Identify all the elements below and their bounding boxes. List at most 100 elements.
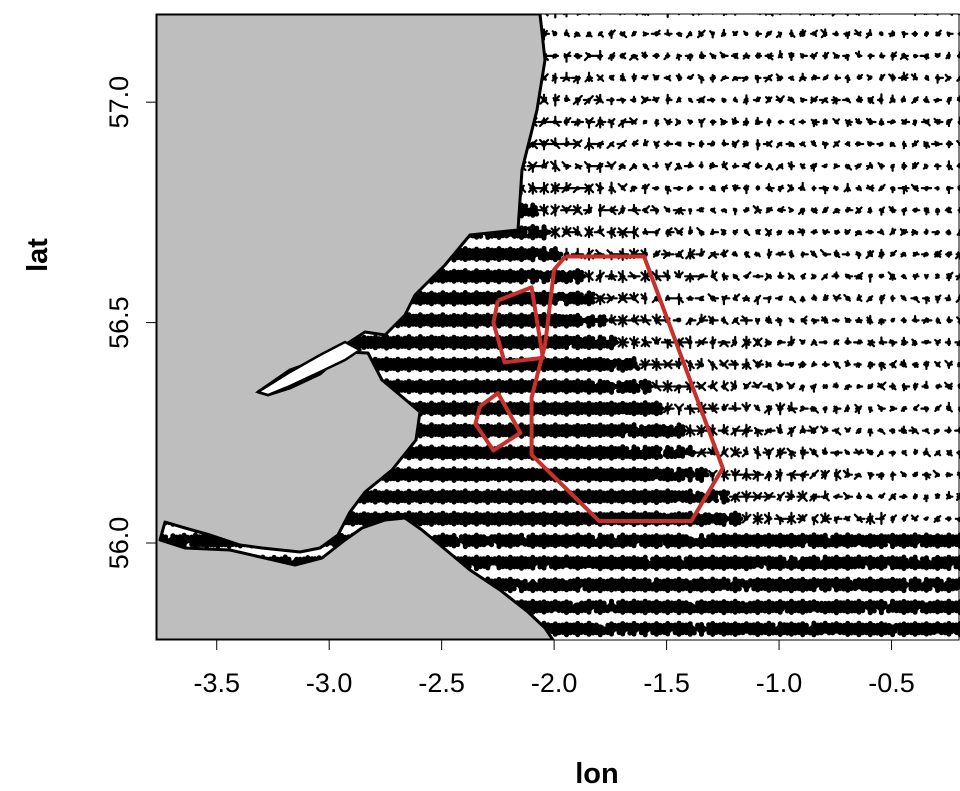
- sea-glyph-disc: [381, 359, 392, 370]
- sea-glyph: [832, 405, 842, 415]
- sea-glyph-disc: [595, 426, 605, 436]
- sea-glyph: [742, 140, 749, 148]
- sea-glyph: [935, 207, 941, 216]
- sea-glyph: [788, 29, 796, 38]
- sea-glyph: [592, 314, 609, 328]
- sea-glyph-disc: [831, 536, 842, 546]
- sea-glyph: [843, 293, 851, 302]
- sea-glyph: [752, 337, 763, 348]
- sea-glyph-disc: [651, 448, 662, 458]
- y-axis: 56.0 56.5 57.0: [104, 76, 156, 569]
- sea-glyph: [797, 360, 807, 369]
- sea-glyph-disc: [708, 558, 718, 568]
- sea-glyph: [933, 249, 943, 258]
- sea-glyph-disc: [404, 337, 414, 348]
- sea-glyph-disc: [741, 558, 752, 568]
- sea-glyph: [923, 14, 930, 16]
- sea-glyph-disc: [516, 249, 527, 259]
- sea-glyph-disc: [606, 359, 617, 370]
- sea-glyph: [572, 94, 583, 106]
- sea-glyph: [945, 118, 953, 128]
- sea-glyph-disc: [595, 359, 605, 370]
- sea-glyph-disc: [831, 602, 842, 612]
- sea-glyph-disc: [494, 514, 504, 524]
- sea-glyph-disc: [471, 359, 482, 370]
- sea-glyph: [684, 53, 694, 62]
- sea-glyph: [867, 471, 875, 480]
- sea-glyph-disc: [573, 580, 583, 590]
- sea-glyph: [707, 251, 720, 260]
- sea-glyph: [810, 140, 817, 148]
- sea-glyph: [608, 74, 615, 81]
- sea-glyph: [706, 488, 719, 504]
- sea-glyph: [889, 227, 897, 236]
- sea-glyph: [810, 273, 817, 280]
- sea-glyph: [721, 160, 729, 171]
- sea-glyph: [854, 403, 863, 415]
- sea-glyph: [878, 248, 885, 259]
- sea-glyph: [697, 73, 705, 84]
- sea-glyph-disc: [775, 558, 785, 568]
- sea-glyph: [889, 249, 898, 257]
- sea-glyph: [652, 52, 660, 59]
- sea-glyph: [684, 272, 698, 283]
- sea-glyph-disc: [426, 359, 437, 370]
- sea-glyph: [920, 406, 930, 413]
- sea-glyph: [865, 29, 873, 39]
- sea-glyph: [856, 492, 862, 500]
- sea-glyph: [900, 470, 907, 478]
- sea-glyph-disc: [550, 558, 560, 568]
- sea-glyph: [900, 317, 907, 324]
- sea-glyph-disc: [843, 536, 853, 546]
- sea-glyph: [665, 227, 675, 238]
- sea-glyph: [866, 448, 874, 456]
- sea-glyph: [571, 225, 583, 237]
- sea-glyph: [604, 205, 619, 216]
- sea-glyph-disc: [595, 558, 605, 568]
- sea-glyph: [785, 141, 795, 148]
- sea-glyph-disc: [505, 470, 515, 480]
- sea-glyph-disc: [708, 514, 718, 524]
- sea-glyph-disc: [528, 470, 538, 480]
- sea-glyph-disc: [471, 293, 482, 303]
- sea-glyph: [796, 513, 808, 524]
- sea-glyph-disc: [708, 602, 718, 612]
- sea-glyph: [696, 206, 705, 213]
- sea-glyph: [799, 97, 808, 103]
- sea-glyph: [561, 225, 574, 238]
- sea-glyph: [898, 71, 909, 82]
- sea-glyph: [888, 382, 897, 391]
- sea-glyph: [921, 428, 930, 435]
- sea-glyph: [548, 115, 562, 127]
- sea-glyph-disc: [449, 271, 459, 281]
- sea-glyph-disc: [764, 602, 774, 612]
- sea-glyph: [911, 228, 919, 236]
- sea-glyph: [653, 140, 660, 149]
- sea-glyph: [741, 161, 752, 170]
- sea-glyph-disc: [528, 536, 538, 546]
- sea-glyph: [923, 228, 929, 235]
- sea-glyph: [822, 118, 828, 125]
- sea-glyph: [897, 185, 910, 195]
- sea-glyph: [650, 357, 664, 372]
- sea-glyph: [741, 511, 752, 524]
- sea-glyph: [775, 317, 783, 327]
- sea-glyph: [526, 161, 539, 173]
- sea-glyph-disc: [820, 580, 830, 590]
- sea-glyph-disc: [663, 624, 673, 634]
- sea-glyph-disc: [561, 403, 572, 414]
- sea-glyph-disc: [933, 624, 943, 634]
- sea-glyph-disc: [584, 448, 594, 458]
- sea-glyph-disc: [741, 536, 752, 546]
- sea-glyph-disc: [584, 558, 594, 568]
- sea-glyph: [933, 97, 943, 103]
- sea-glyph: [762, 491, 776, 502]
- sea-glyph-disc: [561, 315, 572, 325]
- sea-glyph: [797, 181, 806, 192]
- sea-glyph: [819, 249, 832, 257]
- sea-glyph: [719, 359, 729, 370]
- sea-glyph: [799, 425, 807, 434]
- sea-glyph: [788, 206, 795, 213]
- sea-glyph: [944, 294, 952, 302]
- sea-glyph: [764, 14, 774, 17]
